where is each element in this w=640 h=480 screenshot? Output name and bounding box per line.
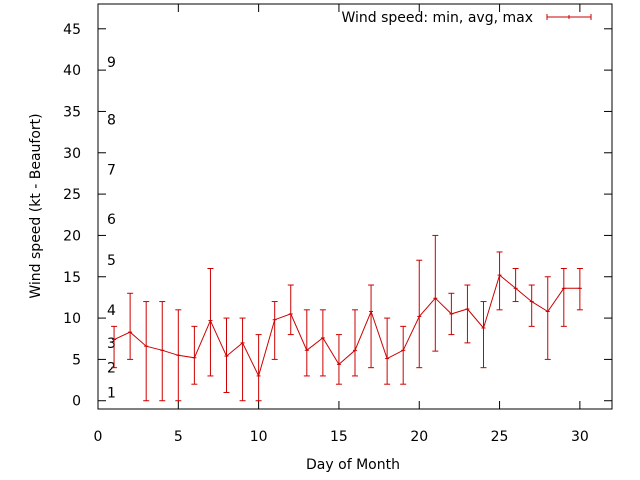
error-bar: [464, 284, 471, 344]
x-tick-label: 10: [250, 429, 268, 445]
y-tick-label: 20: [63, 228, 81, 244]
error-bar: [271, 301, 278, 360]
x-axis: 0 5 10 15 20 25 30: [94, 4, 589, 445]
beaufort-label: 2: [107, 361, 116, 377]
x-tick-label: 20: [410, 429, 428, 445]
y-tick-label: 45: [63, 22, 81, 38]
y-tick-label: 40: [63, 63, 81, 79]
y-tick-label: 10: [63, 311, 81, 327]
legend: Wind speed: min, avg, max: [341, 10, 592, 26]
y-axis-label: Wind speed (kt - Beaufort): [28, 113, 44, 298]
error-bar: [560, 267, 567, 327]
beaufort-label: 1: [107, 385, 116, 401]
beaufort-label: 4: [107, 303, 116, 319]
x-tick-label: 5: [174, 429, 183, 445]
error-bar: [335, 334, 342, 385]
beaufort-label: 8: [107, 113, 116, 129]
beaufort-label: 5: [107, 253, 116, 269]
error-bar: [287, 284, 294, 336]
y-tick-label: 30: [63, 146, 81, 162]
x-tick-label: 30: [571, 429, 589, 445]
x-axis-label: Day of Month: [306, 457, 400, 473]
error-bar: [528, 284, 535, 327]
error-bar: [576, 267, 583, 311]
error-bar: [239, 317, 246, 402]
x-tick-label: 0: [94, 429, 103, 445]
y-tick-label: 35: [63, 104, 81, 120]
y-tick-label: 0: [72, 394, 81, 410]
error-bar: [400, 325, 407, 385]
error-bar: [512, 267, 519, 303]
error-bar: [384, 317, 391, 385]
error-bar: [480, 301, 487, 369]
legend-sample: [546, 14, 592, 20]
x-tick-label: 15: [330, 429, 348, 445]
error-bar: [143, 301, 150, 402]
y-tick-label: 15: [63, 270, 81, 286]
error-bar: [127, 292, 134, 360]
beaufort-label: 6: [107, 212, 116, 228]
legend-label: Wind speed: min, avg, max: [341, 10, 533, 26]
y-tick-label: 5: [72, 352, 81, 368]
error-bar: [303, 309, 310, 377]
beaufort-label: 7: [107, 162, 116, 178]
beaufort-label: 9: [107, 55, 116, 71]
error-bar: [352, 309, 358, 377]
error-bar: [416, 259, 423, 369]
error-bar: [432, 234, 439, 352]
beaufort-labels: 1 2 3 4 5 6 7 8 9: [107, 55, 116, 402]
data-series: [111, 234, 583, 402]
avg-line: [113, 274, 580, 378]
error-bar: [368, 284, 375, 369]
beaufort-label: 3: [107, 336, 116, 352]
error-bar: [544, 276, 551, 360]
error-bar: [207, 267, 214, 377]
error-bar: [319, 309, 326, 377]
plot-frame: [97, 3, 613, 410]
error-bar: [111, 325, 118, 369]
y-tick-label: 25: [63, 187, 81, 203]
error-bar: [191, 325, 198, 385]
x-tick-label: 25: [491, 429, 509, 445]
